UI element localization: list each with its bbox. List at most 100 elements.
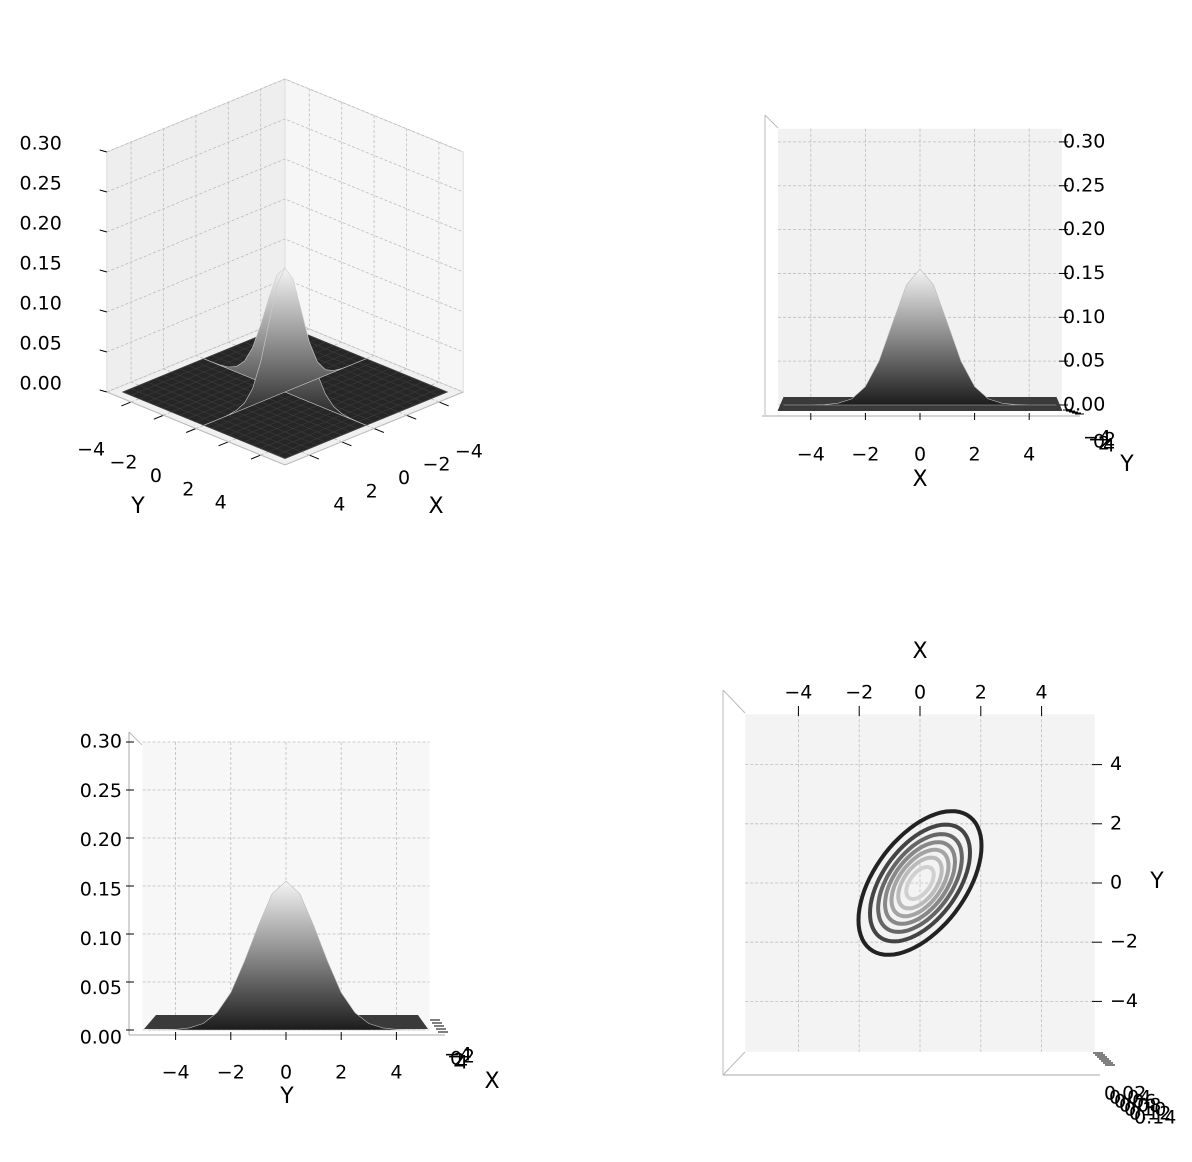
tick-mark xyxy=(341,441,352,447)
surface-profile xyxy=(147,880,425,1031)
y-tick-label: 4 xyxy=(1110,753,1122,775)
y-tick-label: 4 xyxy=(390,1062,402,1084)
x-axis-label: X xyxy=(912,467,927,492)
tick-mark xyxy=(438,401,449,407)
y-tick-label: 0 xyxy=(280,1062,292,1084)
y-axis-label: Y xyxy=(279,1084,294,1109)
y-tick-label: 4 xyxy=(215,492,227,514)
z-tick-label: 0.02 xyxy=(1104,1083,1146,1105)
x-tick-label: 2 xyxy=(975,682,987,704)
z-tick-label: 0.25 xyxy=(19,173,61,195)
y-tick-label: −2 xyxy=(217,1062,245,1084)
z-tick-label: 0.04 xyxy=(1109,1087,1151,1109)
z-tick-label: 0.00 xyxy=(19,373,61,395)
grid-line xyxy=(106,238,464,313)
panel-3d: 0.000.050.100.150.200.250.30−4−2024−4−20… xyxy=(19,78,483,516)
grid-line xyxy=(163,128,342,443)
contour-line xyxy=(896,855,944,911)
y-tick-label: −2 xyxy=(1088,429,1116,451)
z-tick-label: 0.15 xyxy=(1063,262,1105,284)
y-tick-label: −2 xyxy=(1110,931,1138,953)
z-tick-label: 0.20 xyxy=(1063,218,1105,240)
y-tick-label: 2 xyxy=(1098,433,1110,455)
y-tick-label: −4 xyxy=(77,438,105,460)
y-tick-label: 0 xyxy=(1110,872,1122,894)
tick-mark xyxy=(99,309,107,313)
tick-mark xyxy=(99,149,107,153)
x-tick-label: −4 xyxy=(455,440,483,462)
x-tick-label: −2 xyxy=(845,682,873,704)
z-tick-label: 0.08 xyxy=(1119,1095,1161,1117)
y-tick-label: 2 xyxy=(335,1062,347,1084)
z-tick-label: 0.25 xyxy=(80,780,122,802)
x-axis-label: X xyxy=(912,639,927,664)
grid-line xyxy=(130,142,310,456)
x-axis-label: X xyxy=(484,1069,499,1094)
grid-line xyxy=(195,115,375,429)
z-tick-label: 0.20 xyxy=(80,829,122,851)
x-tick-label: 2 xyxy=(366,480,378,502)
y-tick-label: 0 xyxy=(1093,431,1105,453)
x-tick-label: −2 xyxy=(447,1046,475,1068)
y-axis-label: Y xyxy=(130,494,145,519)
panel-side: −4 −2 0 2 40.000.050.100.150.200.250.30−4−20… xyxy=(80,731,475,1084)
edge xyxy=(722,689,746,714)
y-tick-label: −4 xyxy=(1110,990,1138,1012)
x-tick-label: −2 xyxy=(851,444,879,466)
y-axis-label: Y xyxy=(1119,452,1134,477)
y-tick-label: 2 xyxy=(182,478,194,500)
z-tick-label: 0.15 xyxy=(80,879,122,901)
tick-mark xyxy=(153,414,164,420)
y-tick-label: 4 xyxy=(1103,435,1115,457)
x-tick-label: 2 xyxy=(969,444,981,466)
grid-line xyxy=(106,198,464,273)
tick-mark xyxy=(406,414,417,420)
z-tick-label: 0.20 xyxy=(19,213,61,235)
y-tick-label: 0 xyxy=(150,465,162,487)
panel-front: −4 −2 0 2 40.000.050.100.150.200.250.30−4−20… xyxy=(762,114,1116,466)
y-tick-label: −4 xyxy=(1083,427,1111,449)
contour-line xyxy=(876,832,964,934)
z-tick-label: 0.10 xyxy=(1124,1099,1166,1121)
grid-line xyxy=(260,142,440,456)
x-tick-label: 0 xyxy=(398,467,410,489)
z-tick-label: 0.05 xyxy=(1063,350,1105,372)
z-tick-label: 0.30 xyxy=(80,731,122,753)
panel-top: −4 −2 0 2 4 −4 −2 0 2 4 0.020.040.060.080.100.120.… xyxy=(722,682,1176,1129)
tick-mark xyxy=(99,389,107,393)
x-tick-label: −4 xyxy=(444,1044,472,1066)
grid-line xyxy=(106,78,464,153)
x-tick-label: −4 xyxy=(784,682,812,704)
tick-mark xyxy=(99,349,107,353)
x-tick-label: 0 xyxy=(914,444,926,466)
tick-mark xyxy=(185,428,197,433)
contour-line xyxy=(867,822,973,944)
tick-mark xyxy=(218,441,229,447)
z-tick-label: 0.06 xyxy=(1114,1091,1156,1113)
x-tick-label: −2 xyxy=(422,454,450,476)
y-axis-label: Y xyxy=(1149,869,1164,894)
surface-profile xyxy=(783,268,1057,406)
grid-line xyxy=(227,102,407,416)
grid-line xyxy=(106,158,464,233)
z-tick-label: 0.10 xyxy=(80,928,122,950)
axis-edge xyxy=(106,391,464,466)
tick-mark xyxy=(99,229,107,233)
x-tick-label: 2 xyxy=(453,1050,465,1072)
tick-mark xyxy=(309,454,320,460)
z-tick-label: 0.30 xyxy=(19,133,61,155)
x-tick-label: 4 xyxy=(1036,682,1048,704)
z-tick-label: 0.10 xyxy=(1063,306,1105,328)
tick-mark xyxy=(99,269,107,273)
z-tick-label: 0.15 xyxy=(19,253,61,275)
edge xyxy=(722,1051,746,1076)
tick-mark xyxy=(121,401,132,407)
contour-line xyxy=(882,840,958,926)
contour-line xyxy=(904,865,936,901)
z-tick-label: 0.25 xyxy=(1063,174,1105,196)
x-tick-label: −4 xyxy=(797,444,825,466)
x-tick-label: 4 xyxy=(456,1052,468,1074)
y-tick-label: −4 xyxy=(162,1062,190,1084)
